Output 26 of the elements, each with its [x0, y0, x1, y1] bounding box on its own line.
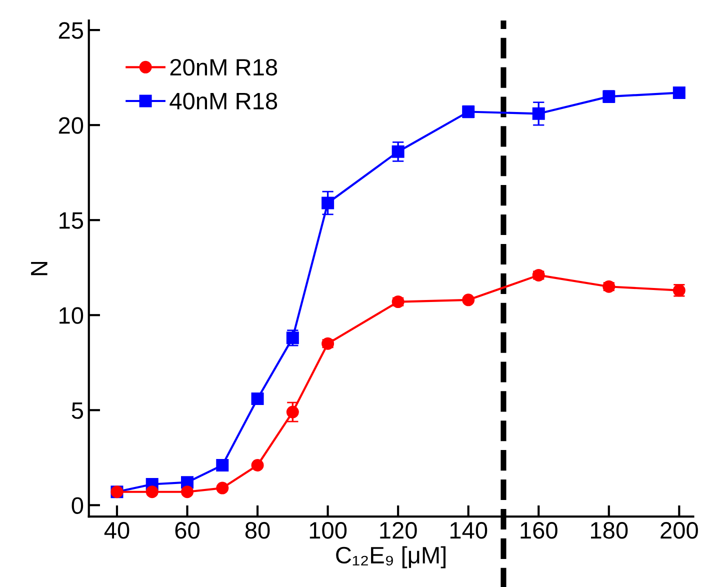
- point: [216, 482, 229, 494]
- point: [251, 459, 264, 472]
- y-tick-label: 0: [72, 497, 84, 514]
- point: [181, 486, 194, 498]
- point: [146, 486, 158, 498]
- legend-label: 20nM R18: [170, 58, 278, 76]
- x-tick-label: 40: [104, 522, 130, 539]
- x-tick-label: 120: [380, 522, 417, 539]
- point: [462, 294, 475, 306]
- y-tick-label: 20: [58, 117, 84, 134]
- x-tick-label: 80: [245, 522, 270, 539]
- x-tick-label: 200: [660, 522, 698, 539]
- x-tick-label: 60: [175, 522, 200, 539]
- y-tick-label: 5: [72, 402, 84, 419]
- point: [216, 459, 229, 472]
- point: [251, 392, 264, 405]
- y-tick-label: 10: [60, 307, 84, 324]
- x-tick-label: 160: [520, 522, 558, 539]
- x-tick-label: 140: [450, 522, 488, 539]
- y-tick-label: 25: [58, 22, 84, 39]
- y-axis-title: N: [31, 262, 48, 276]
- x-tick-label: 100: [310, 522, 347, 539]
- y-tick-label: 15: [60, 212, 84, 229]
- x-axis-title: C₁₂E₉ [μM]: [336, 546, 446, 568]
- legend-label: 40nM R18: [170, 92, 278, 110]
- x-tick-label: 180: [591, 522, 628, 539]
